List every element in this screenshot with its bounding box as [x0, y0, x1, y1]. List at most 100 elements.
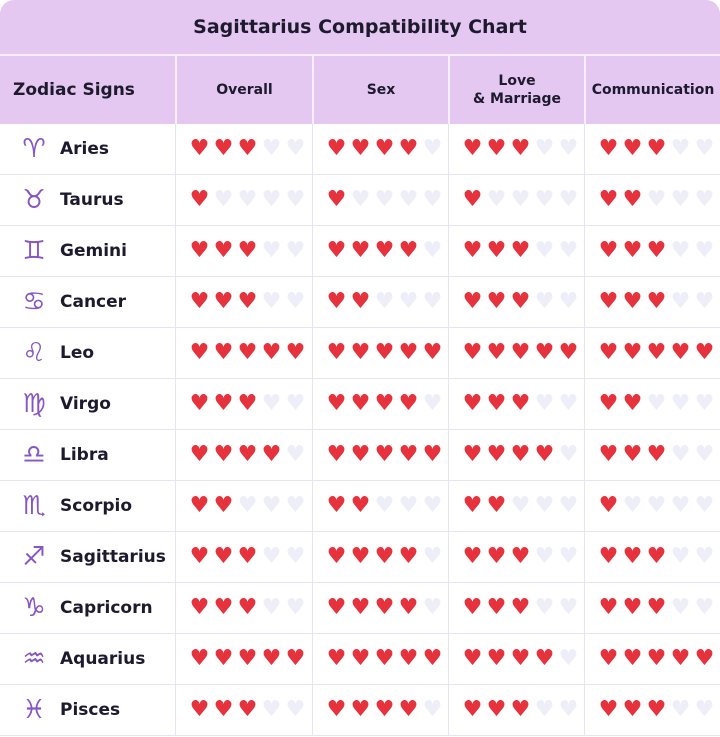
scorpio-glyph-icon: ♏︎ [22, 491, 46, 521]
heart-empty-icon: ♥ [422, 391, 443, 416]
heart-filled-icon: ♥ [622, 340, 643, 365]
heart-filled-icon: ♥ [326, 697, 347, 722]
heart-filled-icon: ♥ [486, 340, 507, 365]
heart-empty-icon: ♥ [285, 442, 306, 467]
rating-love-marriage: ♥ ♥ ♥ ♥ ♥ [448, 124, 584, 174]
heart-filled-icon: ♥ [510, 289, 531, 314]
rating-love-marriage: ♥ ♥ ♥ ♥ ♥ [448, 379, 584, 429]
heart-filled-icon: ♥ [189, 697, 210, 722]
heart-filled-icon: ♥ [646, 646, 667, 671]
rating-sex: ♥ ♥ ♥ ♥ ♥ [312, 328, 448, 378]
heart-filled-icon: ♥ [350, 697, 371, 722]
rating-communication: ♥ ♥ ♥ ♥ ♥ [584, 124, 720, 174]
heart-filled-icon: ♥ [261, 646, 282, 671]
heart-filled-icon: ♥ [510, 391, 531, 416]
heart-empty-icon: ♥ [694, 187, 715, 212]
heart-filled-icon: ♥ [486, 442, 507, 467]
sign-cell: ♉︎ Taurus [0, 175, 175, 225]
heart-empty-icon: ♥ [694, 544, 715, 569]
heart-empty-icon: ♥ [285, 136, 306, 161]
heart-filled-icon: ♥ [237, 442, 258, 467]
heart-filled-icon: ♥ [326, 391, 347, 416]
heart-filled-icon: ♥ [646, 595, 667, 620]
rating-overall: ♥ ♥ ♥ ♥ ♥ [175, 175, 312, 225]
rating-sex: ♥ ♥ ♥ ♥ ♥ [312, 583, 448, 633]
heart-empty-icon: ♥ [558, 442, 579, 467]
rating-love-marriage: ♥ ♥ ♥ ♥ ♥ [448, 226, 584, 276]
heart-filled-icon: ♥ [622, 646, 643, 671]
heart-filled-icon: ♥ [261, 442, 282, 467]
heart-filled-icon: ♥ [285, 340, 306, 365]
heart-empty-icon: ♥ [558, 646, 579, 671]
heart-empty-icon: ♥ [558, 136, 579, 161]
heart-empty-icon: ♥ [558, 238, 579, 263]
heart-empty-icon: ♥ [558, 289, 579, 314]
heart-filled-icon: ♥ [326, 595, 347, 620]
sign-cell: ♐︎ Sagittarius [0, 532, 175, 582]
heart-filled-icon: ♥ [285, 646, 306, 671]
heart-empty-icon: ♥ [670, 238, 691, 263]
heart-empty-icon: ♥ [350, 187, 371, 212]
heart-filled-icon: ♥ [622, 289, 643, 314]
sign-cell: ♌︎ Leo [0, 328, 175, 378]
heart-empty-icon: ♥ [670, 289, 691, 314]
heart-filled-icon: ♥ [462, 697, 483, 722]
heart-empty-icon: ♥ [510, 187, 531, 212]
heart-empty-icon: ♥ [422, 697, 443, 722]
rating-communication: ♥ ♥ ♥ ♥ ♥ [584, 277, 720, 327]
heart-filled-icon: ♥ [374, 544, 395, 569]
heart-empty-icon: ♥ [285, 493, 306, 518]
heart-filled-icon: ♥ [213, 544, 234, 569]
heart-empty-icon: ♥ [670, 493, 691, 518]
heart-empty-icon: ♥ [261, 595, 282, 620]
heart-filled-icon: ♥ [237, 136, 258, 161]
heart-empty-icon: ♥ [398, 289, 419, 314]
table-row: ♉︎ Taurus ♥ ♥ ♥ ♥ ♥ ♥ ♥ ♥ ♥ ♥ ♥ ♥ ♥ ♥ ♥ ♥ ♥ ♥ ♥ ♥ [0, 175, 720, 226]
heart-filled-icon: ♥ [326, 340, 347, 365]
heart-filled-icon: ♥ [189, 493, 210, 518]
rating-overall: ♥ ♥ ♥ ♥ ♥ [175, 277, 312, 327]
heart-empty-icon: ♥ [374, 493, 395, 518]
heart-filled-icon: ♥ [326, 187, 347, 212]
heart-filled-icon: ♥ [486, 493, 507, 518]
heart-filled-icon: ♥ [462, 595, 483, 620]
heart-filled-icon: ♥ [646, 442, 667, 467]
sign-name: Gemini [60, 241, 127, 261]
heart-filled-icon: ♥ [398, 136, 419, 161]
rating-sex: ♥ ♥ ♥ ♥ ♥ [312, 379, 448, 429]
rating-love-marriage: ♥ ♥ ♥ ♥ ♥ [448, 175, 584, 225]
heart-empty-icon: ♥ [670, 595, 691, 620]
heart-filled-icon: ♥ [326, 289, 347, 314]
heart-empty-icon: ♥ [285, 238, 306, 263]
heart-filled-icon: ♥ [326, 238, 347, 263]
heart-empty-icon: ♥ [670, 544, 691, 569]
heart-filled-icon: ♥ [622, 442, 643, 467]
heart-empty-icon: ♥ [237, 187, 258, 212]
heart-filled-icon: ♥ [622, 136, 643, 161]
libra-glyph-icon: ♎︎ [22, 440, 46, 470]
heart-filled-icon: ♥ [462, 289, 483, 314]
heart-empty-icon: ♥ [558, 544, 579, 569]
heart-filled-icon: ♥ [374, 136, 395, 161]
heart-filled-icon: ♥ [422, 340, 443, 365]
heart-empty-icon: ♥ [422, 289, 443, 314]
rating-communication: ♥ ♥ ♥ ♥ ♥ [584, 481, 720, 531]
heart-filled-icon: ♥ [398, 442, 419, 467]
heart-filled-icon: ♥ [510, 697, 531, 722]
heart-empty-icon: ♥ [422, 187, 443, 212]
rating-communication: ♥ ♥ ♥ ♥ ♥ [584, 430, 720, 480]
heart-empty-icon: ♥ [558, 595, 579, 620]
table-row: ♊︎ Gemini ♥ ♥ ♥ ♥ ♥ ♥ ♥ ♥ ♥ ♥ ♥ ♥ ♥ ♥ ♥ ♥ ♥ ♥ ♥ ♥ [0, 226, 720, 277]
heart-empty-icon: ♥ [534, 391, 555, 416]
pisces-glyph-icon: ♓︎ [22, 695, 46, 725]
heart-filled-icon: ♥ [398, 646, 419, 671]
heart-filled-icon: ♥ [398, 697, 419, 722]
heart-filled-icon: ♥ [422, 442, 443, 467]
heart-filled-icon: ♥ [374, 340, 395, 365]
heart-filled-icon: ♥ [189, 238, 210, 263]
heart-filled-icon: ♥ [462, 391, 483, 416]
heart-filled-icon: ♥ [510, 136, 531, 161]
heart-filled-icon: ♥ [350, 136, 371, 161]
heart-empty-icon: ♥ [285, 544, 306, 569]
